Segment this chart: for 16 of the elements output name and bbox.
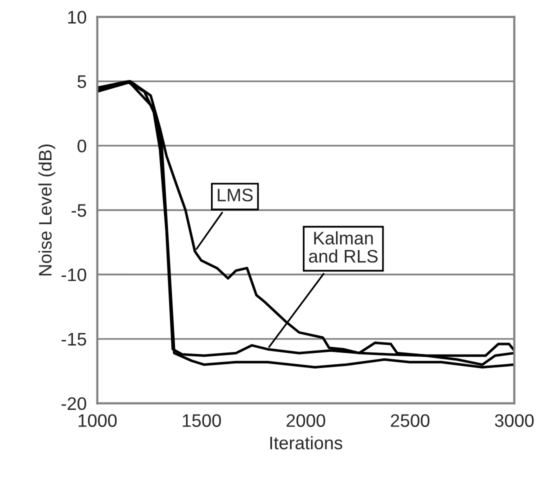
y-tick-label: -5 — [72, 204, 86, 217]
x-tick-label: 1500 — [182, 414, 221, 427]
y-tick-label: 10 — [68, 10, 86, 24]
x-tick-label: 2000 — [286, 414, 326, 427]
y-tick-label: 5 — [78, 75, 86, 88]
annotation: Kalman and RLS — [308, 231, 378, 263]
y-tick-label: -15 — [62, 333, 86, 346]
x-tick-label: 3000 — [494, 414, 534, 427]
annotation: LMS — [218, 188, 253, 202]
y-tick-label: 0 — [78, 140, 86, 152]
x-axis-title: Iterations — [270, 436, 342, 450]
y-axis-title: Noise Level (dB) — [38, 144, 56, 276]
y-tick-label: -20 — [62, 397, 86, 410]
x-tick-label: 1000 — [78, 414, 117, 427]
x-tick-label: 2500 — [390, 414, 430, 427]
y-tick-label: -10 — [62, 268, 86, 282]
